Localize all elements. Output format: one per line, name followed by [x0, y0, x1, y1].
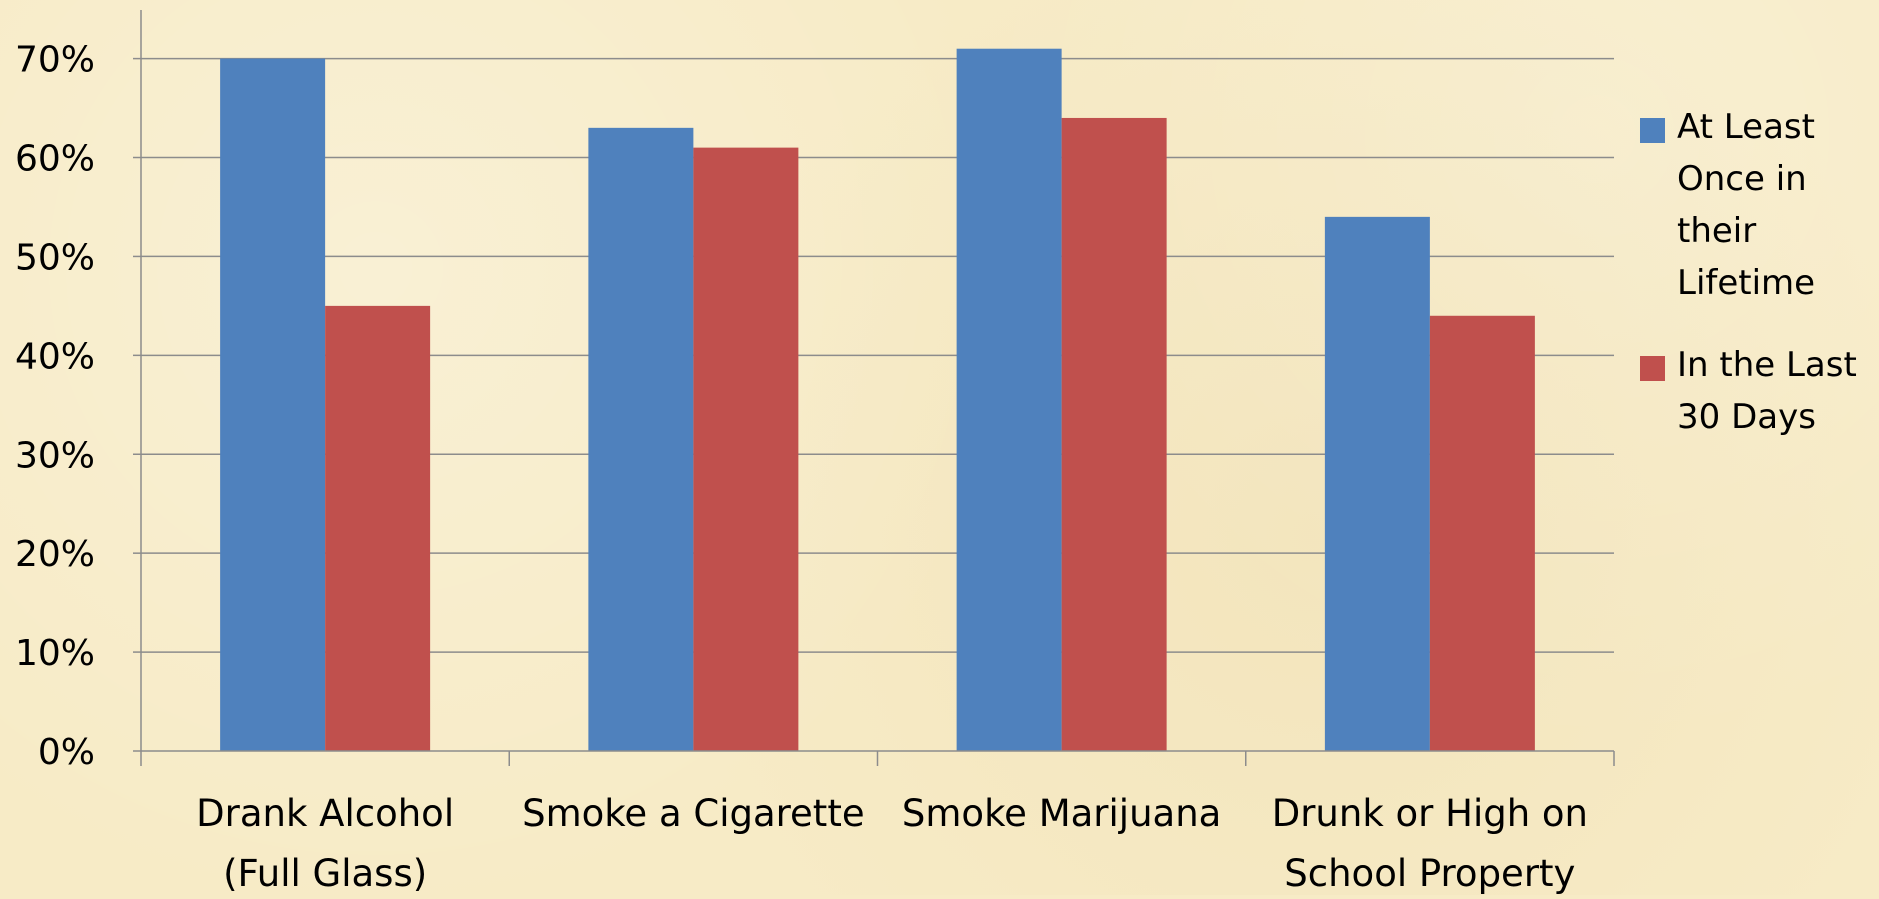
y-tick-label: 0% — [38, 732, 95, 773]
x-category-label: Drank Alcohol — [196, 792, 454, 835]
x-category-label: Smoke a Cigarette — [522, 792, 864, 835]
legend-swatch-series-1 — [1640, 118, 1665, 143]
legend-label: In the Last — [1677, 345, 1857, 385]
x-category-label: Smoke Marijuana — [902, 792, 1221, 835]
y-tick-label: 30% — [15, 435, 95, 476]
y-tick-label: 10% — [15, 633, 95, 674]
bars — [220, 48, 1535, 752]
y-axis-tick-labels: 0% 10% 20% 30% 40% 50% 60% 70% — [15, 40, 95, 773]
x-axis-category-labels: Drank Alcohol (Full Glass) Smoke a Cigaret… — [196, 792, 1588, 895]
legend-swatch-series-2 — [1640, 356, 1665, 381]
bar-series-2-cat-1 — [325, 305, 431, 751]
y-tick-label: 20% — [15, 534, 95, 575]
bar-series-1-cat-1 — [220, 58, 326, 752]
axes — [133, 10, 1615, 766]
x-category-label: Drunk or High on — [1272, 792, 1588, 835]
bar-series-1-cat-3 — [956, 48, 1062, 752]
legend-label: their — [1677, 211, 1756, 251]
bar-series-1-cat-4 — [1324, 216, 1430, 751]
legend-label: Lifetime — [1677, 263, 1815, 303]
y-tick-label: 50% — [15, 237, 95, 278]
y-tick-label: 70% — [15, 40, 95, 81]
bar-series-2-cat-4 — [1429, 315, 1535, 751]
bar-series-2-cat-3 — [1061, 117, 1167, 752]
x-category-label: (Full Glass) — [223, 852, 427, 895]
legend-label: At Least — [1677, 107, 1815, 147]
bar-series-2-cat-2 — [693, 147, 799, 751]
legend: At Least Once in their Lifetime In the Last 3… — [1640, 107, 1857, 437]
y-tick-label: 60% — [15, 139, 95, 180]
legend-label: 30 Days — [1677, 397, 1816, 437]
y-tick-label: 40% — [15, 336, 95, 377]
x-category-label: School Property — [1284, 852, 1575, 895]
legend-label: Once in — [1677, 159, 1807, 199]
bar-series-1-cat-2 — [588, 127, 694, 752]
